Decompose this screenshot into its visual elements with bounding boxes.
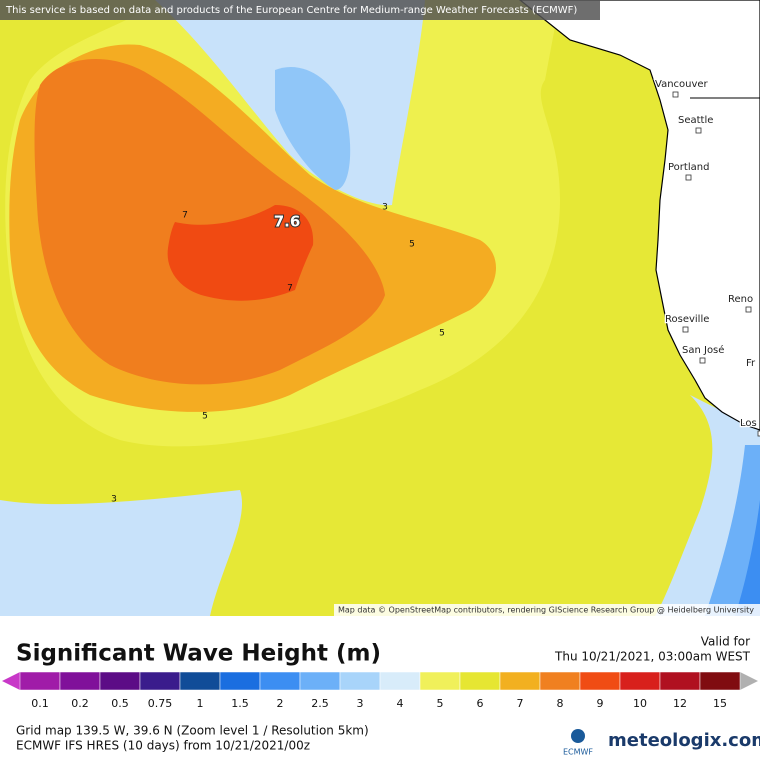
colorbar-label: 0.5 [111,697,129,710]
city-label: Roseville [665,314,709,325]
colorbar-swatch [379,671,421,691]
contour-label: 7.6 [274,213,301,231]
contour-label: 3 [111,495,117,505]
colorbar-swatch [339,671,381,691]
colorbar-label: 7 [517,697,524,710]
colorbar-swatch [459,671,501,691]
city-marker [695,127,702,134]
map: This service is based on data and produc… [0,0,760,616]
colorbar-swatch [699,671,741,691]
colorbar-swatch [59,671,101,691]
banner-bg [0,0,600,20]
city-label: Fr [746,358,756,369]
colorbar-swatch [19,671,61,691]
colorbar-label: 2.5 [311,697,329,710]
colorbar-swatch [219,671,261,691]
colorbar-label: 4 [397,697,404,710]
colorbar-label: 6 [477,697,484,710]
colorbar-swatch [179,671,221,691]
footer-model: ECMWF IFS HRES (10 days) from 10/21/2021… [16,739,310,753]
land [519,0,760,431]
contour-label: 5 [202,412,208,422]
colorbar-label: 2 [277,697,284,710]
attribution-bg [334,604,760,616]
colorbar-label: 12 [673,697,687,710]
info-panel: Significant Wave Height (m) Valid for Th… [16,635,760,757]
brand: meteologix.com [608,730,760,751]
band-6 [34,58,385,385]
city-label: Portland [668,162,709,173]
colorbar-end [2,672,20,690]
colorbar-swatch [619,671,661,691]
colorbar-label: 9 [597,697,604,710]
colorbar-swatch [419,671,461,691]
band-7 [167,205,314,301]
low-area-inner [705,445,760,616]
city-marker [685,174,692,181]
city-label: Reno [728,294,753,305]
colorbar-swatch [299,671,341,691]
city-marker [682,326,689,333]
colorbar-label: 5 [437,697,444,710]
low-area-inner [735,500,760,616]
colorbar-swatch [579,671,621,691]
colorbar-label: 1 [197,697,204,710]
contour-label: 7 [182,211,188,221]
colorbar-end [740,672,758,690]
footer-grid: Grid map 139.5 W, 39.6 N (Zoom level 1 /… [16,724,369,738]
colorbar-label: 8 [557,697,564,710]
colorbar-swatch [259,671,301,691]
colorbar-label: 0.1 [31,697,49,710]
colorbar-swatch [499,671,541,691]
low-area-inner [275,66,351,190]
colorbar-label: 10 [633,697,647,710]
colorbar-label: 1.5 [231,697,249,710]
attribution: Map data © OpenStreetMap contributors, r… [338,606,754,615]
city-label: Los [740,418,757,429]
low-area [0,490,243,616]
valid-label: Valid for [701,635,750,649]
banner: This service is based on data and produc… [5,5,577,16]
contour-label: 5 [439,329,445,339]
colorbar-label: 0.2 [71,697,89,710]
logo: ECMWF [563,748,593,757]
city-label: San José [682,344,724,356]
contour-label: 5 [409,240,415,250]
band-4 [0,0,760,616]
city-marker [699,357,706,364]
valid-time: Thu 10/21/2021, 03:00am WEST [554,650,751,664]
city-marker [672,91,679,98]
contour-label: 7 [287,284,293,294]
city-marker [757,430,760,437]
colorbar-swatch [139,671,181,691]
title: Significant Wave Height (m) [16,641,381,667]
colorbar-swatch [659,671,701,691]
city-label: Seattle [678,115,713,126]
colorbar-swatch [99,671,141,691]
colorbar-label: 3 [357,697,364,710]
contour-label: 3 [382,203,388,213]
colorbar-label: 0.75 [148,697,173,710]
city-marker [745,306,752,313]
logo-icon [571,729,585,743]
city-label: Vancouver [655,79,709,90]
colorbar-label: 15 [713,697,727,710]
colorbar-swatch [539,671,581,691]
